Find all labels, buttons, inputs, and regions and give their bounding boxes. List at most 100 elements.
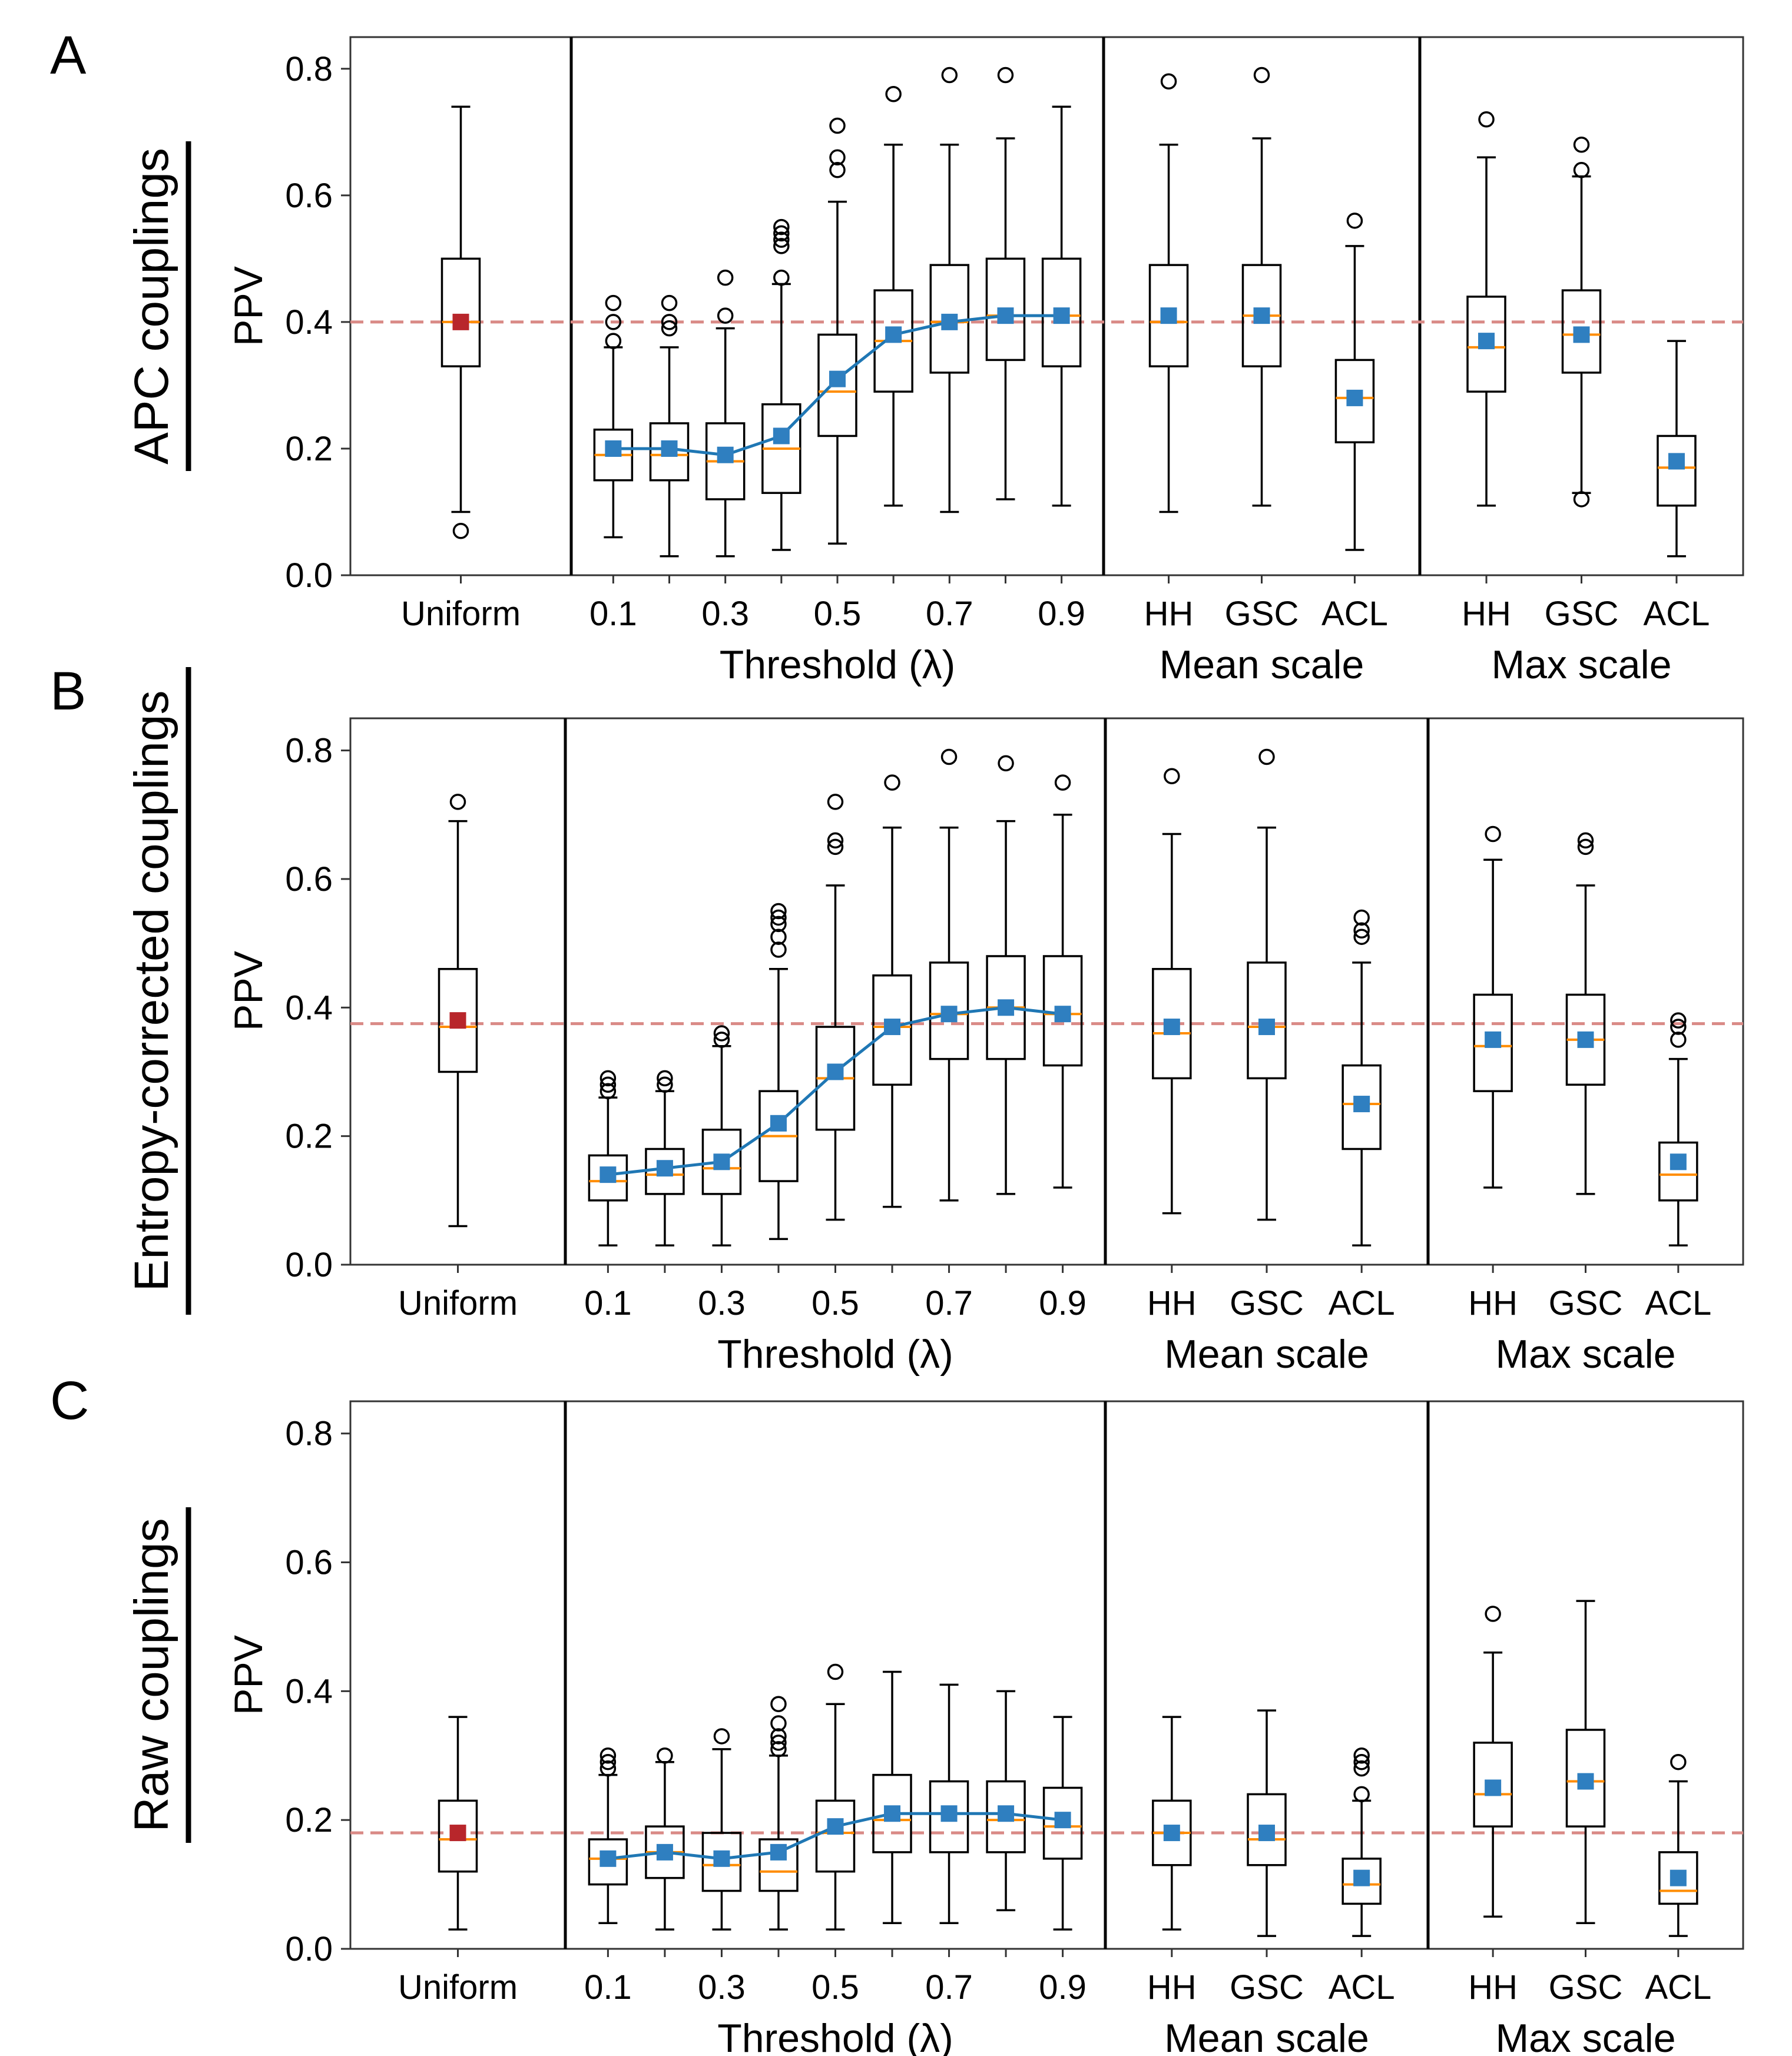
outlier-point: [452, 522, 469, 539]
mean-marker: [827, 1063, 844, 1080]
iqr-box: [1466, 296, 1506, 393]
mean-marker: [1053, 307, 1070, 324]
plot-frame: [349, 36, 1744, 576]
outlier-point: [1164, 768, 1180, 785]
mean-marker: [1478, 333, 1495, 350]
box-max-2: [1657, 340, 1697, 558]
mean-marker: [1346, 389, 1363, 406]
outlier-point: [1577, 838, 1594, 855]
outlier-point: [717, 269, 734, 286]
y-tick-label: 0.4: [285, 1672, 333, 1710]
box-mean-1: [1247, 1709, 1287, 1937]
x-tick-label: Uniform: [401, 595, 521, 633]
outlier-point: [1346, 213, 1363, 229]
x-tick-label: HH: [1468, 1284, 1518, 1322]
mean-marker: [773, 427, 790, 445]
x-tick-label: 0.3: [701, 595, 749, 633]
outlier-point: [1670, 1019, 1687, 1035]
y-tick-label: 0.2: [285, 430, 333, 468]
iqr-box: [929, 1780, 969, 1853]
mean-marker: [827, 1818, 844, 1835]
box-mean-2: [1334, 213, 1375, 551]
mean-marker: [661, 440, 678, 457]
outlier-point: [770, 1741, 787, 1757]
x-tick-label: 0.1: [584, 1284, 632, 1322]
mean-marker: [452, 313, 469, 330]
mean-marker: [656, 1160, 673, 1177]
box-threshold-5: [872, 774, 912, 1208]
y-tick-label: 0.4: [285, 989, 333, 1027]
mean-marker: [1670, 1153, 1687, 1170]
outlier-point: [770, 909, 787, 926]
iqr-box: [588, 1154, 628, 1202]
box-max-0: [1466, 111, 1506, 507]
iqr-box: [1334, 359, 1375, 443]
box-threshold-1: [645, 1070, 685, 1246]
box-threshold-7: [986, 1690, 1026, 1912]
outlier-point: [1670, 1012, 1687, 1029]
outlier-point: [1670, 1032, 1687, 1048]
mean-marker: [1485, 1031, 1502, 1048]
panel-b: 0.0 0.2 0.4 0.6 0.8 PPV B Entropy-corrected cou…: [50, 661, 1744, 1377]
x-tick-label: HH: [1144, 595, 1194, 633]
mean-marker: [1163, 1019, 1180, 1036]
iqr-box: [1657, 435, 1697, 507]
outlier-point: [1670, 1753, 1687, 1770]
box-max-1: [1565, 832, 1606, 1195]
box-max-2: [1658, 1012, 1698, 1246]
mean-marker: [449, 1012, 466, 1029]
outlier-point: [829, 149, 846, 166]
outlier-point: [773, 269, 790, 286]
box-threshold-8: [1042, 774, 1083, 1189]
outlier-point: [599, 1760, 617, 1777]
iqr-box: [1341, 1858, 1382, 1905]
box-threshold-0: [593, 294, 634, 539]
outlier-point: [770, 1715, 787, 1732]
mean-marker: [1163, 1825, 1180, 1842]
outlier-point: [770, 941, 787, 958]
iqr-box: [1473, 1742, 1513, 1828]
outlier-point: [1485, 825, 1501, 843]
outlier-point: [770, 903, 787, 920]
mean-marker: [997, 307, 1014, 324]
mean-marker: [770, 1115, 787, 1132]
box-max-0: [1473, 1606, 1513, 1918]
outlier-point: [770, 928, 787, 945]
y-axis-label: PPV: [226, 266, 271, 346]
outlier-point: [827, 838, 844, 855]
outlier-point: [829, 162, 846, 178]
mean-marker: [829, 370, 846, 387]
x-group-label: Mean scale: [1164, 1332, 1369, 1377]
outlier-point: [605, 333, 622, 349]
box-max-1: [1561, 137, 1602, 508]
box-threshold-7: [985, 67, 1026, 500]
outlier-point: [599, 1083, 617, 1099]
x-group-label: Threshold (λ): [717, 1332, 953, 1377]
outlier-point: [773, 238, 790, 254]
mean-marker: [599, 1166, 617, 1183]
outlier-point: [773, 218, 790, 236]
panel-letter: A: [50, 25, 87, 85]
iqr-box: [1148, 264, 1189, 367]
box-threshold-7: [986, 755, 1026, 1195]
x-tick-label: Uniform: [398, 1968, 518, 2007]
box-max-2: [1658, 1753, 1698, 1937]
outlier-point: [599, 1076, 617, 1093]
box-max-0: [1473, 825, 1513, 1189]
outlier-point: [827, 832, 844, 849]
mean-marker: [1577, 1773, 1594, 1790]
y-axis-label: PPV: [226, 1634, 271, 1715]
outlier-point: [1478, 111, 1495, 128]
panel-c: 0.0 0.2 0.4 0.6 0.8 PPV C Raw couplings Uniform 0…: [50, 1371, 1744, 2056]
outlier-point: [773, 231, 790, 248]
mean-marker: [449, 1825, 466, 1842]
outlier-point: [717, 307, 734, 324]
box-threshold-6: [929, 67, 970, 513]
x-tick-label: 0.7: [926, 595, 973, 633]
iqr-box: [1247, 1793, 1287, 1866]
mean-marker: [717, 446, 734, 463]
outlier-point: [827, 1663, 844, 1680]
mean-marker: [1054, 1006, 1071, 1023]
box-mean-0: [1148, 73, 1189, 513]
